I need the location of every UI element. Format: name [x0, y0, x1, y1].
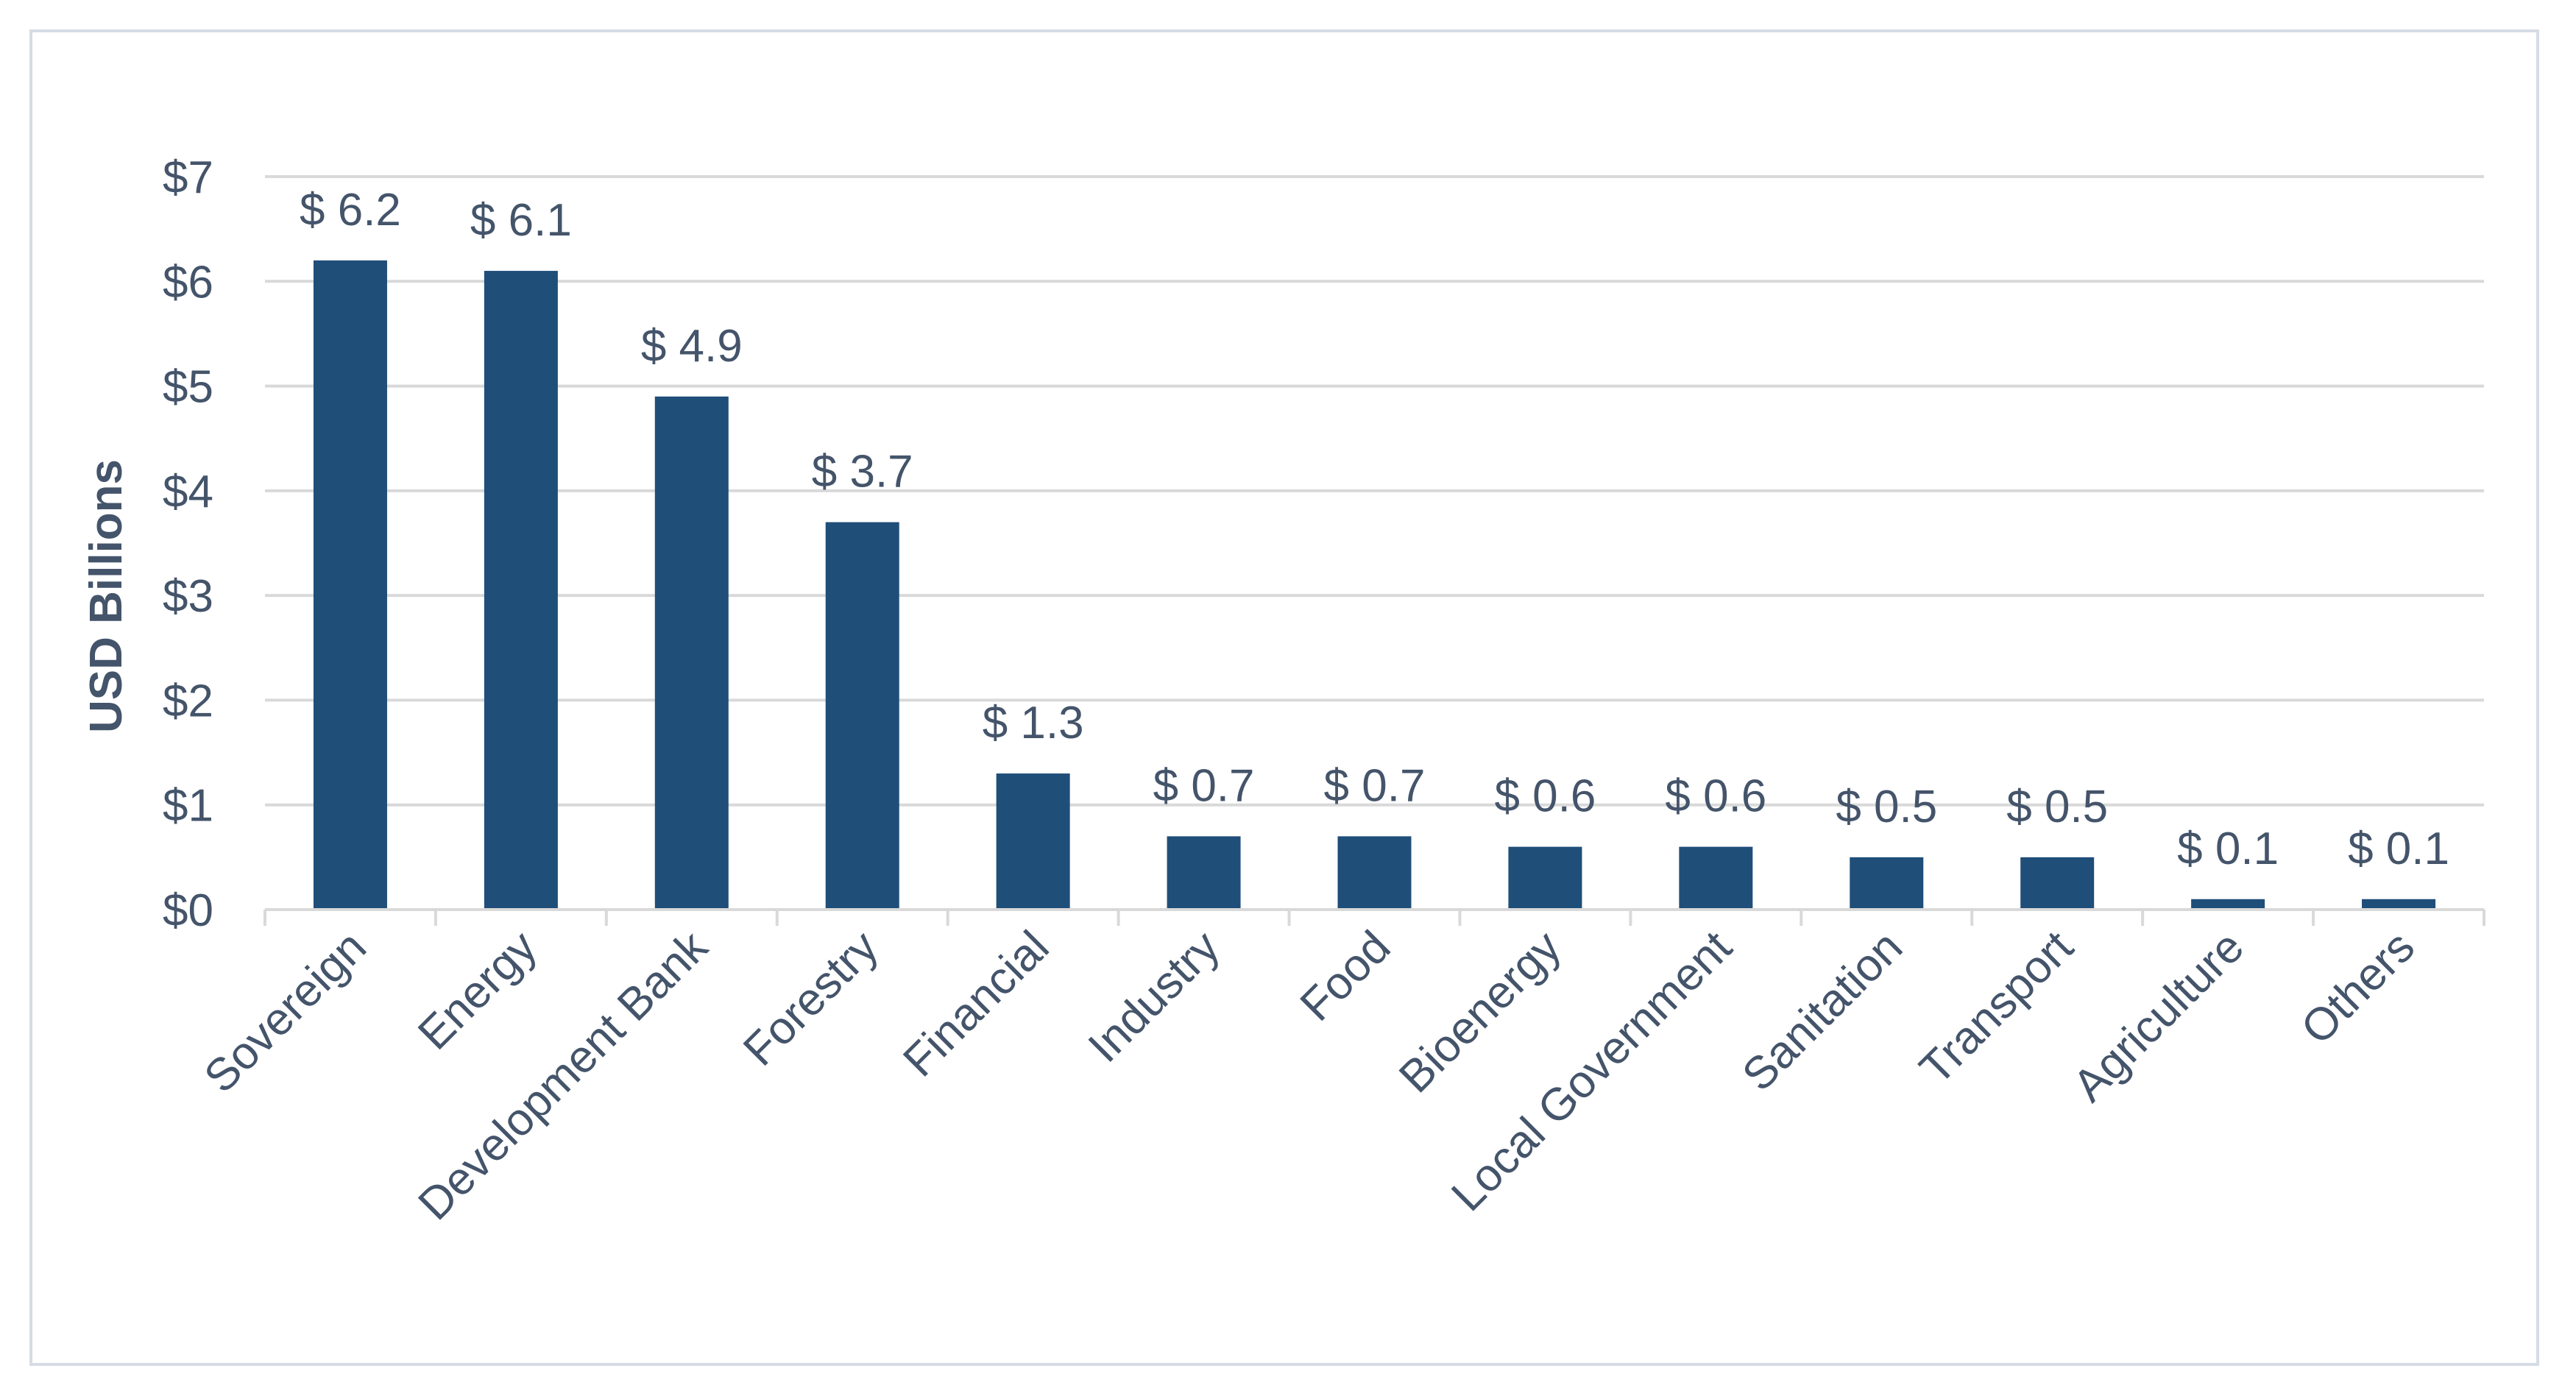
bars	[313, 260, 2436, 910]
bar-6	[1337, 836, 1412, 910]
category-label: Sanitation	[1733, 921, 1912, 1101]
data-labels: $ 6.2 $ 6.1 $ 4.9 $ 3.7 $ 1.3 $ 0.7 $ 0.7 $ 0.6…	[300, 185, 2449, 874]
y-tick-label: $5	[163, 362, 213, 413]
x-axis	[263, 908, 2485, 926]
bar-10	[2020, 857, 2095, 910]
bar-2	[654, 396, 729, 910]
y-tick-label: $6	[163, 257, 213, 308]
y-tick-label: $4	[163, 467, 213, 517]
data-label: $ 6.2	[300, 185, 401, 235]
category-label: Others	[2292, 921, 2424, 1054]
chart-frame	[29, 29, 2539, 1366]
bar-4	[996, 773, 1070, 910]
data-label: $ 0.1	[2177, 824, 2279, 874]
bar-12	[2362, 899, 2436, 910]
category-label: Transport	[1910, 921, 2083, 1094]
y-axis-title: USD Billions	[81, 459, 132, 733]
y-tick-label: $2	[163, 676, 213, 726]
bar-0	[313, 260, 387, 910]
category-label: Industry	[1079, 921, 1230, 1072]
category-label: Local Government	[1442, 921, 1741, 1221]
y-tick-label: $3	[163, 571, 213, 622]
data-label: $ 0.5	[1836, 782, 1937, 832]
y-tick-label: $1	[163, 781, 213, 832]
data-label: $ 0.5	[2006, 782, 2108, 832]
category-label: Bioenergy	[1390, 921, 1571, 1102]
category-label: Energy	[408, 921, 547, 1060]
data-label: $ 1.3	[983, 698, 1084, 748]
category-label: Food	[1291, 921, 1401, 1031]
bar-9	[1850, 857, 1924, 910]
bar-1	[484, 271, 558, 910]
y-axis-tick-labels: $0 $1 $2 $3 $4 $5 $6 $7	[163, 152, 213, 936]
bar-8	[1679, 846, 1753, 910]
category-label: Financial	[894, 921, 1058, 1086]
data-label: $ 0.6	[1494, 771, 1596, 822]
data-label: $ 4.9	[641, 321, 743, 372]
data-label: $ 0.1	[2348, 824, 2449, 874]
bar-3	[825, 522, 899, 910]
bar-11	[2191, 899, 2265, 910]
category-label: Development Bank	[408, 921, 718, 1230]
data-label: $ 0.6	[1665, 771, 1766, 822]
gridlines	[265, 175, 2484, 807]
y-tick-label: $0	[163, 885, 213, 936]
bar-7	[1508, 846, 1582, 910]
data-label: $ 3.7	[812, 447, 913, 497]
category-label: Sovereign	[195, 921, 376, 1102]
y-tick-label: $7	[163, 152, 213, 203]
data-label: $ 0.7	[1153, 760, 1255, 811]
bar-5	[1167, 836, 1241, 910]
data-label: $ 0.7	[1324, 760, 1426, 811]
category-label: Agriculture	[2064, 921, 2254, 1111]
category-label: Forestry	[734, 921, 888, 1076]
data-label: $ 6.1	[470, 195, 572, 246]
